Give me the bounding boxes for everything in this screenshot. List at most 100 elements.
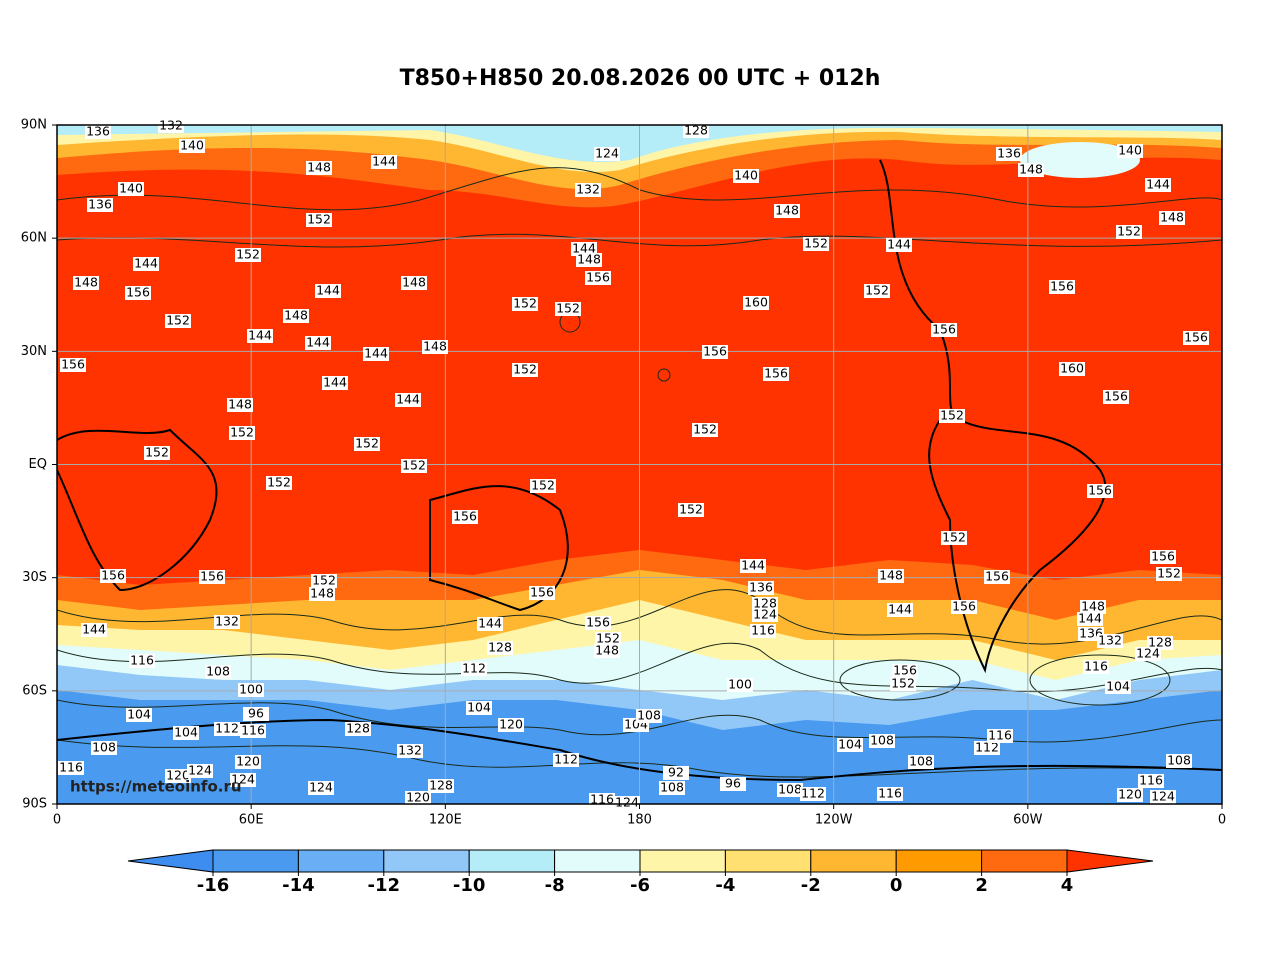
contour-label: 140 <box>1118 143 1142 158</box>
contour-label: 120 <box>166 768 190 783</box>
contour-label-box <box>461 662 487 676</box>
contour-label-box <box>165 769 191 783</box>
colorbar-tick-label: -10 <box>453 875 486 896</box>
contour-label-box <box>466 701 492 715</box>
contour-label: 156 <box>586 270 610 285</box>
contour-label: 144 <box>1146 177 1170 192</box>
contour-label-box <box>575 183 601 197</box>
contour-label: 144 <box>396 392 420 407</box>
contour-label-box <box>594 147 620 161</box>
contour-label-box <box>750 624 776 638</box>
contour-label: 144 <box>316 283 340 298</box>
contour-label-box <box>878 569 904 583</box>
contour-label-box <box>1147 636 1173 650</box>
contour-label: 152 <box>513 362 537 377</box>
contour-label: 144 <box>82 622 106 637</box>
contour-label-box <box>58 761 84 775</box>
contour-label: 148 <box>577 252 601 267</box>
contour-label: 128 <box>488 640 512 655</box>
y-tick-label: 90N <box>21 118 47 133</box>
colorbar-tick-label: 0 <box>890 875 903 896</box>
contour-label: 96 <box>725 776 741 791</box>
contour-label-box <box>238 683 264 697</box>
x-tick-label: 0 <box>1218 813 1226 828</box>
contour-label: 144 <box>364 346 388 361</box>
contour-label: 156 <box>952 599 976 614</box>
contour-label-box <box>1156 567 1182 581</box>
contour-label: 136 <box>1079 626 1103 641</box>
contour-label-box <box>87 198 113 212</box>
contour-label-box <box>315 284 341 298</box>
contour-label-box <box>306 161 332 175</box>
map-title: T850+H850 20.08.2026 00 UTC + 012h <box>400 66 881 91</box>
contour-label-box <box>595 632 621 646</box>
contour-label: 132 <box>215 614 239 629</box>
contour-label: 116 <box>590 792 614 807</box>
contour-label: 128 <box>429 778 453 793</box>
contour-label-box <box>397 744 423 758</box>
colorbar-swatch <box>810 849 897 873</box>
contour-label: 156 <box>200 569 224 584</box>
contour-label: 128 <box>346 721 370 736</box>
contour-label: 112 <box>975 740 999 755</box>
contour-label: 132 <box>576 182 600 197</box>
contour-label: 148 <box>1019 162 1043 177</box>
contour-label-box <box>941 531 967 545</box>
contour-label: 148 <box>423 339 447 354</box>
contour-label: 148 <box>1160 210 1184 225</box>
contour-label: 116 <box>1139 773 1163 788</box>
colorbar-tick-label: -4 <box>715 875 735 896</box>
contour-label: 156 <box>703 344 727 359</box>
contour-label: 136 <box>88 197 112 212</box>
contour-label-box <box>1117 788 1143 802</box>
contour-label: 152 <box>891 676 915 691</box>
contour-label-box <box>345 722 371 736</box>
contour-label: 120 <box>1118 787 1142 802</box>
colorbar-tick-label: -16 <box>197 875 230 896</box>
contour-label: 124 <box>615 795 639 810</box>
contour-label: 148 <box>310 586 334 601</box>
y-tick-label: 60S <box>22 683 47 698</box>
contour-label: 156 <box>985 569 1009 584</box>
contour-label-box <box>987 729 1013 743</box>
contour-label: 116 <box>59 760 83 775</box>
contour-label-box <box>663 766 689 780</box>
contour-label-box <box>1105 680 1131 694</box>
contour-label: 144 <box>887 237 911 252</box>
x-tick-label: 60E <box>239 813 264 828</box>
contour-label: 152 <box>236 247 260 262</box>
colorbar-swatch <box>981 849 1068 873</box>
colorbar-swatch <box>724 849 812 873</box>
contour-label-box <box>1159 211 1185 225</box>
contour-label-box <box>85 125 111 139</box>
colorbar-extend-low <box>127 849 214 873</box>
contour-label: 104 <box>838 737 862 752</box>
contour-label: 152 <box>940 408 964 423</box>
contour-label: 108 <box>778 782 802 797</box>
contour-label: 108 <box>909 754 933 769</box>
contour-label-box <box>173 726 199 740</box>
contour-label: 152 <box>679 502 703 517</box>
contour-label: 124 <box>188 763 212 778</box>
contour-label-box <box>322 376 348 390</box>
contour-label: 144 <box>306 335 330 350</box>
contour-label-box <box>60 358 86 372</box>
contour-label-box <box>1117 144 1143 158</box>
colorbar-swatch <box>383 849 470 873</box>
contour-label: 152 <box>804 236 828 251</box>
contour-label-box <box>733 169 759 183</box>
colorbar-swatch <box>468 849 556 873</box>
contour-label: 136 <box>86 124 110 139</box>
contour-label: 144 <box>888 602 912 617</box>
contour-label-box <box>126 708 152 722</box>
contour-label-box <box>205 665 231 679</box>
contour-label-box <box>702 345 728 359</box>
contour-label: 152 <box>145 445 169 460</box>
contour-label-box <box>743 296 769 310</box>
contour-label: 152 <box>312 573 336 588</box>
contour-label-box <box>428 779 454 793</box>
contour-label: 116 <box>1084 659 1108 674</box>
contour-label-box <box>1138 774 1164 788</box>
contour-label-box <box>890 677 916 691</box>
contour-label-box <box>869 734 895 748</box>
